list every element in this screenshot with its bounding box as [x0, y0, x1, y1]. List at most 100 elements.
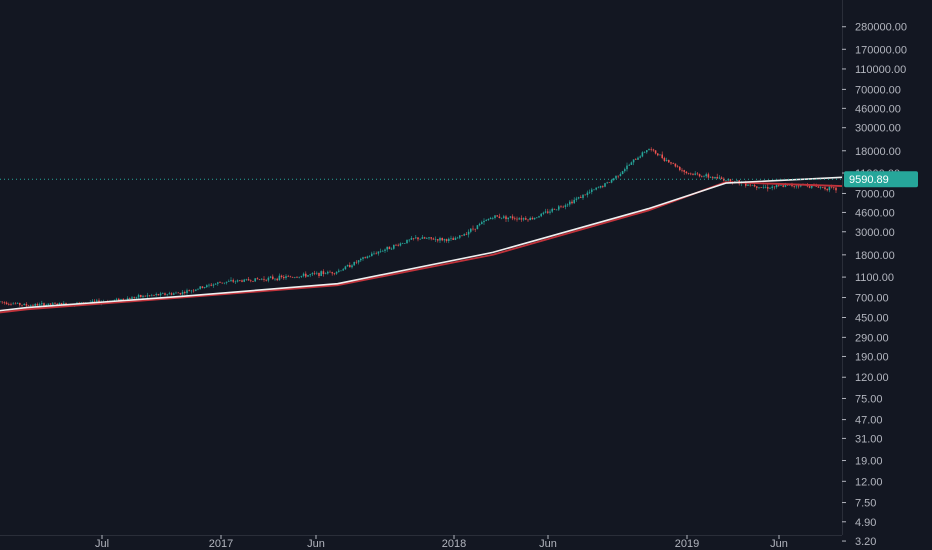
candle-body: [824, 187, 826, 190]
price-tag-label: 9590.89: [849, 174, 889, 186]
candle-body: [346, 265, 349, 267]
y-tick-label: 7.50: [855, 498, 876, 510]
candle-body: [621, 171, 624, 175]
x-tick-label: Jun: [539, 538, 557, 550]
y-tick-label: 290.00: [855, 332, 889, 344]
candle-body: [476, 225, 479, 230]
x-axis[interactable]: Jul 2017 Jun 2018 Jun 2019 Jun: [0, 535, 842, 550]
y-axis[interactable]: 280000.00 170000.00 110000.00 70000.00 46000…: [842, 0, 907, 548]
candle-body: [522, 218, 525, 220]
candle-body: [360, 258, 362, 261]
candle-body: [410, 238, 413, 240]
candle-body: [364, 257, 366, 259]
plot-area[interactable]: [0, 147, 932, 327]
candle-body: [287, 276, 289, 277]
candle-body: [32, 305, 34, 306]
candle-body: [604, 183, 606, 187]
candle-body: [606, 182, 608, 184]
candle-body: [58, 302, 61, 305]
candle-body: [78, 302, 80, 304]
y-tick-label: 47.00: [855, 415, 883, 427]
y-tick-label: 4.90: [855, 517, 876, 529]
candle-body: [30, 305, 32, 306]
candle-body: [725, 180, 727, 182]
candle-body: [10, 304, 12, 305]
x-tick-label: 2017: [209, 538, 233, 550]
candle-body: [580, 197, 582, 198]
ma-white-line: [0, 176, 842, 312]
candle-body: [399, 243, 402, 246]
y-tick-label: 110000.00: [855, 64, 906, 76]
candle-body: [52, 303, 54, 305]
candle-body: [577, 197, 580, 199]
candle-body: [562, 206, 564, 208]
candle-body: [690, 173, 692, 175]
candle-body: [210, 284, 212, 286]
candle-body: [668, 160, 670, 163]
candle-body: [817, 186, 820, 188]
y-tick-label: 700.00: [855, 293, 889, 305]
candle-body: [758, 187, 760, 188]
candle-body: [190, 290, 193, 292]
candle-body: [745, 183, 747, 186]
x-tick-label: 2019: [675, 538, 699, 550]
candle-body: [296, 277, 298, 278]
candle-body: [289, 276, 292, 278]
candle-body: [223, 282, 226, 284]
candle-body: [250, 280, 252, 282]
candle-body: [236, 280, 239, 282]
candle-body: [186, 290, 188, 294]
candle-body: [386, 246, 388, 250]
candle-body: [342, 269, 344, 271]
candle-body: [355, 261, 358, 263]
candle-body: [584, 194, 586, 196]
candle-body: [720, 177, 723, 179]
x-tick-label: Jun: [307, 538, 325, 550]
candle-body: [434, 239, 437, 240]
candle-body: [531, 217, 534, 220]
candle-body: [19, 302, 21, 305]
candle-body: [164, 293, 166, 295]
candle-body: [8, 304, 10, 305]
candle-body: [505, 216, 507, 220]
candle-body: [564, 205, 567, 207]
candle-body: [265, 279, 267, 281]
candle-body: [463, 234, 465, 236]
candle-body: [551, 208, 553, 212]
candle-body: [657, 153, 659, 156]
candle-body: [467, 231, 470, 235]
candle-body: [331, 272, 333, 274]
candle-body: [573, 199, 575, 204]
candle-body: [151, 294, 153, 296]
candle-body: [327, 271, 329, 274]
candle-body: [547, 211, 549, 213]
candle-body: [338, 270, 340, 272]
candle-body: [503, 216, 505, 218]
candle-body: [593, 189, 595, 191]
candle-body: [34, 303, 36, 306]
candle-body: [635, 159, 637, 160]
candle-body: [492, 218, 494, 219]
candle-body: [778, 184, 780, 186]
candle-body: [395, 244, 397, 246]
candle-body: [648, 149, 650, 151]
candle-body: [252, 280, 254, 282]
candle-body: [254, 278, 256, 282]
candle-body: [199, 286, 201, 289]
candle-body: [179, 293, 182, 295]
candle-body: [764, 187, 767, 188]
candle-body: [591, 189, 593, 192]
candle-body: [43, 303, 45, 307]
candle-body: [626, 165, 628, 170]
candle-body: [294, 277, 296, 278]
candle-body: [305, 273, 307, 277]
candle-body: [309, 274, 311, 276]
candle-body: [377, 251, 380, 254]
candle-body: [417, 237, 419, 240]
candle-body: [767, 187, 769, 189]
candle-body: [450, 238, 452, 239]
candle-body: [27, 305, 30, 307]
candle-body: [465, 234, 468, 235]
candle-body: [791, 184, 793, 187]
